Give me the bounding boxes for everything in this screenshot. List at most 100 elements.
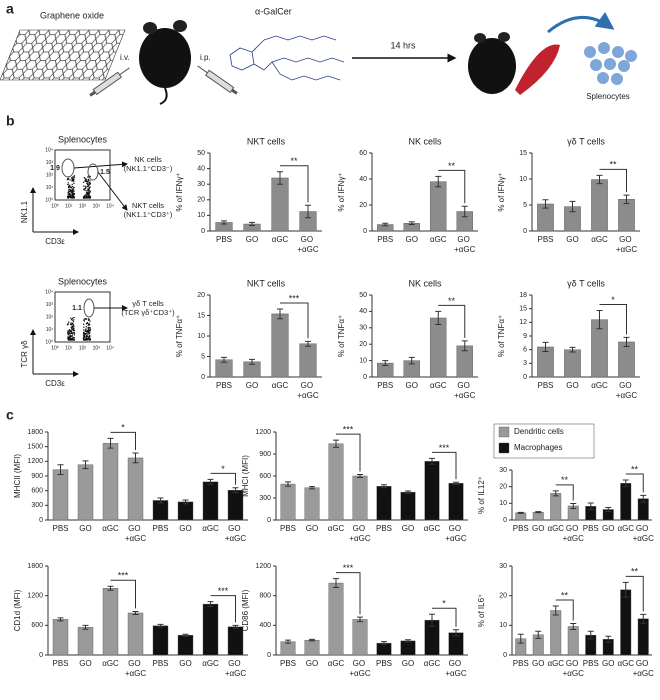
y-tick-label: 0 — [39, 652, 43, 659]
flow-tick-label: 10⁴ — [106, 345, 114, 351]
bar — [637, 618, 649, 656]
bar — [400, 491, 416, 521]
y-tick-label: 50 — [359, 292, 367, 299]
x-tick-label-line: +αGC — [454, 391, 476, 400]
x-tick-label: PBS — [513, 659, 529, 668]
flow-dot — [83, 332, 85, 334]
chart-title: NK cells — [408, 278, 442, 288]
panel-label: b — [6, 113, 15, 129]
y-tick-label: 5 — [201, 353, 205, 360]
y-tick-label: 800 — [259, 593, 271, 600]
x-tick-label-line: GO — [457, 235, 472, 244]
gate-pointer — [73, 161, 128, 169]
bar — [620, 589, 632, 656]
scheme-text: i.v. — [120, 53, 130, 62]
x-tick-label-line: +αGC — [616, 391, 638, 400]
significance-label: *** — [118, 571, 129, 581]
flow-dot — [86, 190, 88, 192]
flow-dot — [68, 187, 70, 189]
flow-dot — [73, 182, 75, 185]
x-tick-label: αGC — [102, 524, 119, 533]
x-tick-label: PBS — [377, 381, 393, 390]
y-tick-label: 900 — [31, 473, 43, 480]
x-tick-label: GO — [566, 381, 578, 390]
y-tick-label: 40 — [197, 165, 205, 172]
y-tick-label: 1200 — [27, 458, 43, 465]
chart-title: γδ T cells — [567, 136, 605, 146]
x-tick-label: αGC — [424, 524, 441, 533]
flow-dot — [67, 332, 69, 334]
bar — [202, 603, 219, 656]
flow-plot — [54, 291, 111, 343]
flow-dot — [89, 190, 91, 192]
x-tick-label: PBS — [216, 381, 232, 390]
significance-label: *** — [439, 443, 450, 453]
significance-bracket — [110, 431, 136, 451]
error-bar — [535, 511, 542, 514]
flow-dot — [85, 186, 87, 189]
flow-dot — [86, 183, 89, 186]
x-tick-label: PBS — [376, 659, 392, 668]
flow-dot — [73, 197, 75, 199]
flow-dot — [86, 195, 88, 197]
x-tick-label: GO +αGC — [563, 659, 585, 678]
flow-dot — [67, 333, 69, 335]
y-axis-label: % of TNFα⁺ — [497, 315, 506, 357]
gate-value: 1.9 — [50, 165, 60, 172]
flow-axis-label: NK1.1 — [20, 200, 29, 223]
error-bar — [517, 633, 524, 644]
flow-plot — [54, 149, 111, 201]
bar — [77, 627, 94, 656]
x-tick-label: GO +αGC — [349, 524, 371, 543]
x-tick-label: PBS — [280, 524, 296, 533]
y-tick-label: 30 — [197, 181, 205, 188]
flow-dot — [83, 196, 85, 198]
bar — [591, 179, 608, 232]
flow-dot — [83, 185, 85, 187]
error-bar — [596, 309, 603, 330]
flow-dot — [71, 179, 74, 181]
flow-dot — [84, 318, 86, 320]
error-bar — [453, 481, 459, 485]
molecule — [229, 35, 345, 81]
bar — [532, 511, 544, 521]
flow-tick-label: 10² — [79, 203, 87, 209]
y-tick-label: 5 — [523, 202, 527, 209]
x-tick-label: GO +αGC — [633, 659, 655, 678]
significance-bracket — [555, 599, 574, 621]
bar — [177, 501, 194, 521]
x-tick-label: αGC — [272, 381, 289, 390]
error-bar — [333, 578, 339, 589]
flow-dot — [85, 330, 87, 333]
flow-tick-label: 10¹ — [46, 185, 54, 191]
significance-label: * — [121, 423, 125, 433]
x-tick-label: GO +αGC — [445, 659, 467, 678]
x-tick-label: PBS — [216, 235, 232, 244]
y-tick-label: 9 — [523, 333, 527, 340]
flow-dot — [67, 193, 69, 195]
y-tick-label: 400 — [259, 622, 271, 629]
x-tick-label-line: +αGC — [616, 245, 638, 254]
significance-bracket — [625, 473, 644, 493]
y-axis-label: % of IFNγ⁺ — [497, 172, 506, 211]
flow-tick-label: 10³ — [46, 302, 54, 308]
x-tick-label: αGC — [202, 524, 219, 533]
error-bar — [357, 616, 363, 623]
flow-dot — [83, 194, 86, 197]
flow-dot — [70, 322, 72, 324]
bar — [271, 313, 289, 378]
error-bar — [132, 610, 139, 615]
significance-bracket — [280, 302, 309, 339]
flow-dot — [84, 339, 86, 341]
error-bar — [285, 481, 291, 487]
x-tick-label: GO — [306, 524, 318, 533]
flow-dot — [87, 194, 90, 197]
y-tick-label: 20 — [499, 593, 507, 600]
flow-dot — [71, 339, 73, 341]
arrow — [547, 11, 615, 34]
flow-dot — [88, 332, 90, 334]
significance-bracket — [110, 579, 136, 609]
x-tick-label-line: +αGC — [633, 669, 655, 678]
flow-dot — [72, 325, 74, 327]
x-tick-label: αGC — [328, 659, 345, 668]
